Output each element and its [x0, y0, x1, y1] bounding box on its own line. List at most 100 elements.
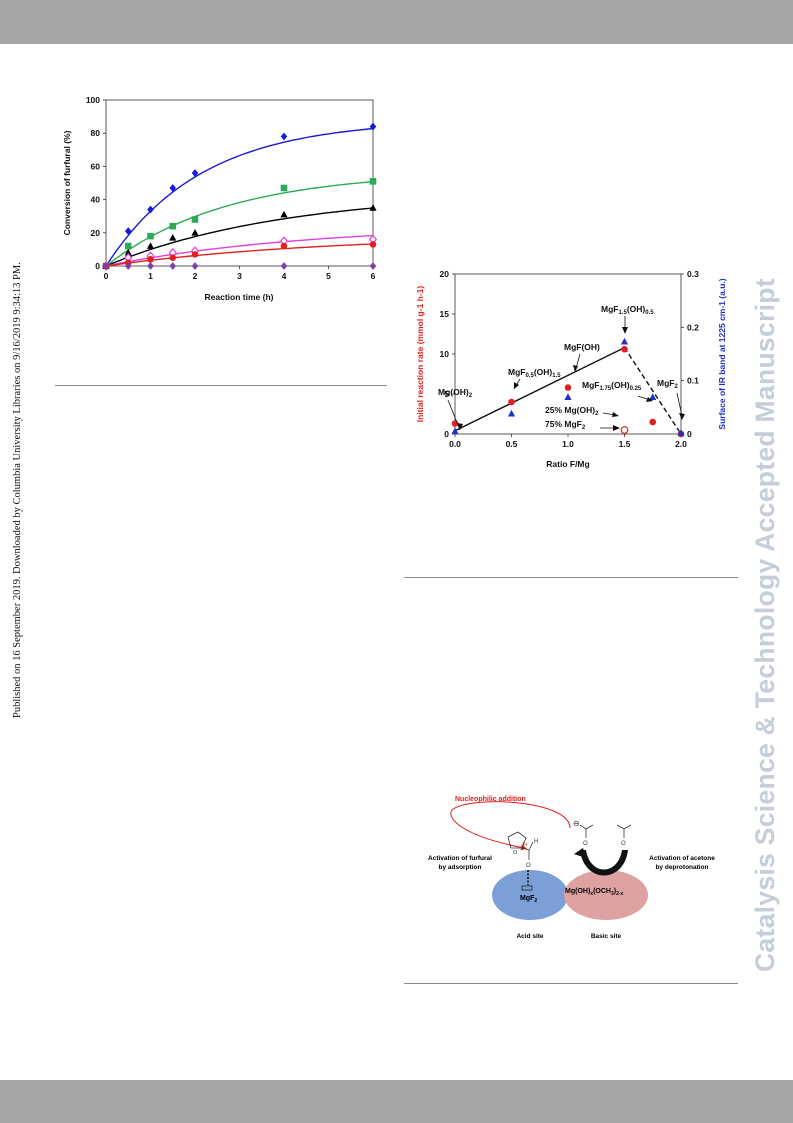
y2-tick-label: 0.2 — [687, 322, 699, 332]
data-points — [101, 122, 378, 271]
x-tick-label: 6 — [371, 271, 376, 281]
x-axis-ticks: 0.0 0.5 1.0 1.5 2.0 — [449, 434, 687, 449]
label-mix-1: 25% Mg(OH)2 — [545, 405, 599, 417]
y-axis-ticks: 0 5 10 15 20 — [440, 269, 455, 439]
furfural-molecule: O H O δ+ — [507, 831, 538, 869]
y-tick-label: 20 — [91, 228, 101, 238]
data-point — [369, 241, 377, 248]
data-point — [649, 418, 657, 426]
data-point — [124, 227, 132, 236]
rate-chart: 0 5 10 15 20 0 0.1 0.2 0.3 0.0 0.5 1.0 1.5 2.0 Mg(O… — [415, 269, 727, 469]
label-mgf15: MgF1.5(OH)0.5 — [601, 304, 654, 316]
x-tick-label: 4 — [282, 271, 287, 281]
x-tick-label: 1 — [148, 271, 153, 281]
svg-text:O: O — [621, 841, 626, 847]
svg-text:δ+: δ+ — [522, 842, 528, 848]
y-axis-label: Initial reaction rate (mmol g-1 h-1) — [415, 286, 425, 423]
enolate-molecule: ⊖ O — [573, 819, 594, 847]
y-tick-label: 5 — [444, 389, 449, 399]
svg-text:O: O — [513, 850, 518, 856]
data-point — [191, 216, 199, 223]
x-axis-label: Reaction time (h) — [205, 292, 274, 302]
basic-species: Mg(OH)x(OCH3)2-x — [565, 888, 624, 897]
data-point — [620, 426, 629, 434]
y-axis-label: Conversion of furfural (%) — [62, 130, 72, 235]
figure-divider — [404, 983, 738, 984]
nucleophilic-arrow — [450, 801, 571, 851]
trend-dashed — [623, 347, 682, 435]
plot-frame — [105, 99, 374, 267]
svg-text:O: O — [583, 841, 588, 847]
publication-notice: Published on 16 September 2019. Download… — [12, 262, 23, 718]
data-point — [147, 232, 154, 240]
data-point — [280, 210, 288, 218]
y-tick-label: 10 — [440, 349, 450, 359]
x-tick-label: 2 — [193, 271, 198, 281]
data-point — [169, 184, 177, 192]
mechanism-scheme: Nucleophilic addition O H O δ+ MgF2 Mg(O… — [428, 796, 715, 940]
journal-watermark: Catalysis Science & Technology Accepted … — [750, 278, 780, 972]
data-point — [677, 429, 685, 436]
data-point — [146, 242, 155, 249]
data-point — [280, 262, 288, 270]
y2-axis-ticks: 0 0.1 0.2 0.3 — [681, 269, 699, 439]
data-point — [124, 248, 132, 256]
data-point — [191, 262, 199, 270]
x-axis-label: Ratio F/Mg — [546, 459, 589, 469]
data-point — [564, 384, 572, 391]
data-point — [124, 242, 132, 250]
data-point — [169, 254, 177, 261]
label-mix-2: 75% MgF2 — [545, 419, 586, 431]
data-point — [369, 204, 377, 211]
activation-acetone-2: by deprotonation — [655, 864, 708, 871]
deprotonation-arrow — [580, 850, 628, 876]
y2-axis-label: Surface of IR band at 1225 cm-1 (a.u.) — [717, 278, 727, 429]
data-point — [369, 178, 377, 185]
basic-site-label: Basic site — [591, 933, 622, 940]
bottom-gray-band — [0, 1080, 793, 1123]
figure-divider — [404, 577, 738, 578]
x-tick-label: 5 — [326, 271, 331, 281]
label-mgf175: MgF1.75(OH)0.25 — [582, 380, 642, 392]
x-axis-ticks: 0 1 2 3 4 5 6 — [104, 266, 376, 281]
y-tick-label: 0 — [95, 261, 100, 271]
data-point — [169, 262, 177, 270]
y-tick-label: 100 — [86, 95, 100, 105]
top-gray-band — [0, 0, 793, 44]
trend-lines — [454, 346, 682, 435]
x-tick-label: 0 — [104, 271, 109, 281]
data-point — [280, 132, 288, 141]
label-mg-oh2: Mg(OH)2 — [438, 387, 473, 399]
data-point — [280, 242, 288, 250]
data-point — [280, 184, 288, 192]
y-tick-label: 80 — [91, 128, 101, 138]
y-tick-label: 60 — [91, 161, 101, 171]
svg-text:H: H — [534, 839, 538, 845]
acid-site-ellipse — [492, 870, 568, 920]
data-point — [191, 251, 199, 258]
data-point — [169, 222, 177, 230]
y2-tick-label: 0.3 — [687, 269, 699, 279]
y2-tick-label: 0 — [687, 429, 692, 439]
activation-furfural-2: by adsorption — [439, 864, 482, 871]
data-point — [620, 337, 629, 345]
vacancy-box — [521, 885, 533, 891]
data-point — [191, 169, 199, 177]
svg-text:O: O — [526, 863, 531, 869]
data-point — [507, 409, 516, 417]
activation-furfural-1: Activation of furfural — [428, 855, 492, 862]
acetone-molecule: O — [616, 824, 632, 847]
data-point — [508, 398, 515, 406]
data-point — [191, 229, 199, 236]
figure-divider — [55, 385, 387, 386]
conversion-chart: 0 20 40 60 80 100 0 1 2 3 4 5 6 Reaction time (h) C… — [62, 95, 378, 302]
data-point — [451, 427, 459, 435]
y-tick-label: 20 — [440, 269, 450, 279]
data-point — [369, 262, 377, 270]
x-tick-label: 0.0 — [449, 439, 461, 449]
x-tick-label: 2.0 — [675, 439, 687, 449]
x-tick-label: 3 — [237, 271, 242, 281]
fit-curve — [105, 181, 374, 267]
data-point — [147, 205, 154, 214]
data-point — [369, 122, 377, 131]
